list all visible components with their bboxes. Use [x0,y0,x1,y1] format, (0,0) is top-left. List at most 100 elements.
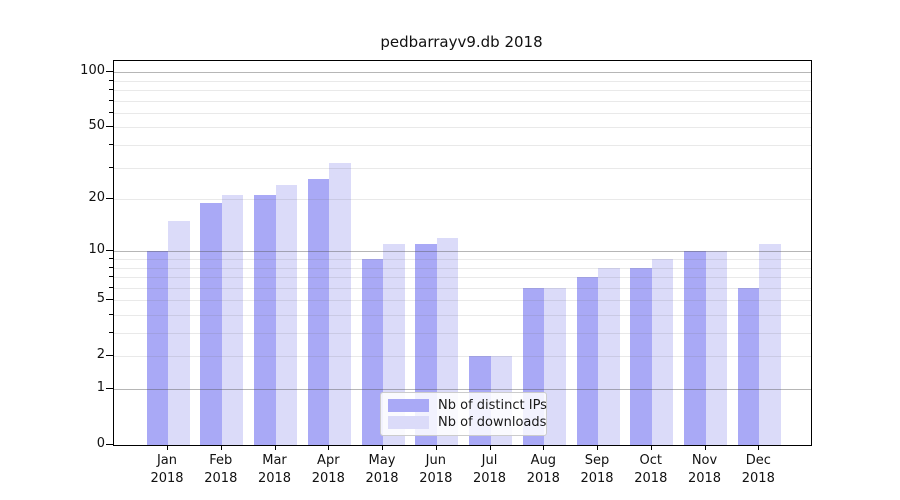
x-tick-label-feb-2018: Feb 2018 [204,453,238,486]
x-tick-mark-dec-2018 [758,445,760,450]
plot-area: Nb of distinct IPs Nb of downloads [113,60,812,446]
gridline-80 [114,90,811,91]
y-tick-mark-50 [106,126,113,128]
x-tick-label-nov-2018: Nov 2018 [687,453,722,486]
y-minor-tick-mark-80 [109,89,113,90]
gridline-30 [114,167,811,169]
gridline-2 [114,356,811,358]
gridline-3 [114,333,811,334]
bar-distinct-ips-sep-2018 [576,277,598,445]
x-tick-label-jun-2018: Jun 2018 [419,453,453,486]
y-tick-mark-1 [106,388,113,389]
gridline-50 [114,127,811,129]
gridline-20 [114,199,811,201]
bar-downloads-sep-2018 [598,267,620,445]
legend: Nb of distinct IPs Nb of downloads [380,392,547,436]
gridline-8 [114,267,811,269]
x-tick-mark-apr-2018 [328,445,330,450]
bar-downloads-nov-2018 [705,251,727,445]
x-tick-label-jan-2018: Jan 2018 [150,453,184,486]
bar-distinct-ips-jan-2018 [146,251,168,445]
x-tick-mark-feb-2018 [220,445,222,450]
x-tick-mark-jun-2018 [435,445,437,450]
x-tick-label-jul-2018: Jul 2018 [472,453,507,486]
gridline-40 [114,145,811,146]
bar-downloads-feb-2018 [221,195,244,445]
bar-downloads-mar-2018 [275,185,297,445]
gridline-100 [114,72,811,74]
bar-distinct-ips-mar-2018 [254,195,276,445]
bar-downloads-oct-2018 [651,259,674,445]
y-tick-label-2: 2 [96,347,105,363]
y-minor-tick-mark-30 [109,166,113,168]
x-tick-label-sep-2018: Sep 2018 [580,453,614,486]
x-tick-label-aug-2018: Aug 2018 [526,453,560,486]
y-tick-label-5: 5 [96,291,105,307]
legend-label-distinct-ips: Nb of distinct IPs [438,398,547,413]
bar-distinct-ips-dec-2018 [737,287,760,445]
gridline-10 [114,251,811,253]
y-tick-label-0: 0 [96,436,105,451]
y-tick-label-20: 20 [88,190,105,206]
legend-item-distinct-ips: Nb of distinct IPs [388,397,547,414]
x-tick-mark-oct-2018 [650,445,652,450]
gridline-9 [114,259,811,260]
x-tick-label-may-2018: May 2018 [365,453,399,486]
bar-downloads-aug-2018 [544,287,566,445]
y-tick-mark-5 [106,299,113,301]
chart-title: pedbarrayv9.db 2018 [380,33,543,51]
gridline-90 [114,80,811,82]
x-tick-label-mar-2018: Mar 2018 [257,453,292,486]
x-tick-mark-nov-2018 [704,445,706,450]
y-tick-mark-20 [106,198,113,200]
y-minor-tick-mark-70 [109,99,113,101]
x-tick-label-apr-2018: Apr 2018 [311,453,345,486]
bar-distinct-ips-apr-2018 [307,178,330,445]
y-tick-mark-10 [106,250,113,252]
x-tick-mark-jul-2018 [489,445,491,450]
gridline-6 [114,287,811,289]
x-tick-mark-jan-2018 [167,445,168,450]
x-tick-label-oct-2018: Oct 2018 [634,453,668,486]
bar-downloads-apr-2018 [329,162,351,445]
gridline-70 [114,100,811,102]
legend-swatch-distinct-ips-icon [388,399,429,412]
x-tick-mark-mar-2018 [274,445,276,450]
bar-distinct-ips-nov-2018 [684,251,706,445]
gridline-1 [114,389,811,390]
x-tick-mark-may-2018 [382,445,383,450]
bar-downloads-jan-2018 [168,221,190,445]
y-minor-tick-mark-90 [109,79,113,81]
legend-item-downloads: Nb of downloads [388,414,546,431]
y-tick-label-10: 10 [88,242,105,258]
gridline-4 [114,315,811,316]
y-tick-mark-100 [106,71,113,73]
gridline-7 [114,277,811,278]
x-tick-label-dec-2018: Dec 2018 [741,453,775,486]
grid-layer [114,61,811,445]
y-tick-label-1: 1 [96,380,105,395]
y-minor-tick-mark-8 [109,266,113,268]
legend-label-downloads: Nb of downloads [438,415,547,430]
y-minor-tick-mark-40 [109,144,113,145]
bar-distinct-ips-may-2018 [361,259,383,445]
bar-distinct-ips-feb-2018 [200,203,222,445]
legend-swatch-downloads-icon [388,416,429,429]
y-minor-tick-mark-7 [109,276,113,277]
y-tick-label-50: 50 [88,118,105,134]
y-minor-tick-mark-60 [109,111,113,113]
gridline-5 [114,300,811,302]
y-minor-tick-mark-6 [109,286,113,288]
x-tick-mark-sep-2018 [597,445,598,450]
gridline-60 [114,112,811,114]
y-minor-tick-mark-4 [109,314,113,315]
y-minor-tick-mark-3 [109,332,113,333]
y-minor-tick-mark-9 [109,258,113,259]
y-tick-mark-2 [106,355,113,357]
x-tick-mark-aug-2018 [543,445,545,450]
bar-downloads-dec-2018 [759,244,781,445]
bar-distinct-ips-oct-2018 [630,267,652,445]
y-tick-mark-0 [106,444,113,445]
y-tick-label-100: 100 [80,63,105,79]
